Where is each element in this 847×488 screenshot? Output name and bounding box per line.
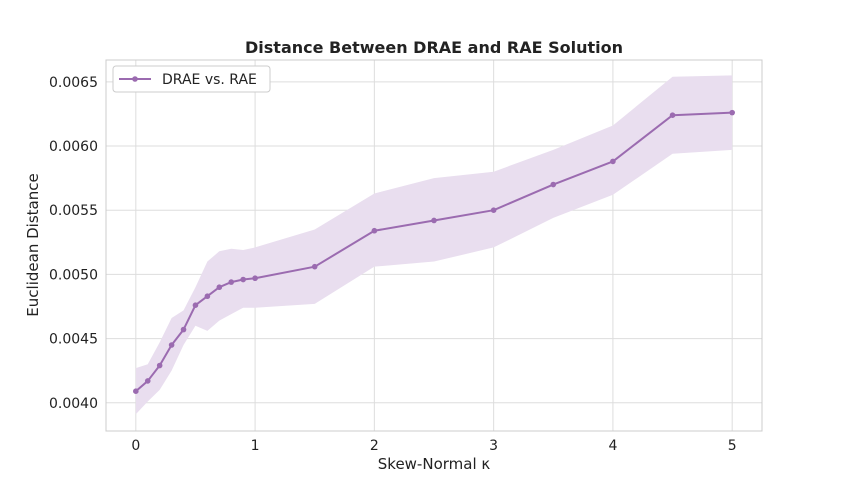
- data-point: [490, 207, 497, 213]
- y-axis-label: Euclidean Distance: [24, 173, 42, 316]
- data-point: [156, 362, 163, 369]
- x-tick-label: 0: [131, 438, 140, 454]
- data-point: [311, 263, 318, 270]
- chart-title: Distance Between DRAE and RAE Solution: [245, 38, 623, 57]
- y-tick-label: 0.0060: [49, 139, 98, 155]
- confidence-band: [135, 75, 733, 415]
- data-point: [729, 109, 735, 116]
- data-point: [252, 275, 258, 282]
- data-point: [168, 342, 175, 348]
- x-axis-label: Skew-Normal κ: [378, 455, 491, 473]
- x-tick-label: 4: [608, 438, 617, 454]
- x-tick-label: 3: [489, 438, 498, 454]
- y-tick-label: 0.0045: [49, 332, 98, 348]
- data-point: [144, 378, 151, 384]
- data-point: [192, 302, 199, 308]
- data-point: [216, 284, 223, 291]
- data-point: [228, 279, 235, 285]
- plot-frame: [105, 59, 763, 432]
- x-tick-label: 5: [728, 438, 737, 454]
- y-tick-label: 0.0050: [49, 267, 98, 283]
- y-tick-label: 0.0065: [49, 75, 98, 91]
- y-tick-label: 0.0040: [49, 396, 98, 412]
- data-point: [204, 293, 211, 300]
- confidence-band-group: [135, 75, 733, 415]
- data-point: [180, 326, 187, 333]
- y-tick-label: 0.0055: [49, 203, 98, 219]
- legend-box: [112, 65, 271, 93]
- x-tick-label: 1: [251, 438, 260, 454]
- y-axis-ticks: 0.0040 0.0045 0.0050 0.0055 0.0060 0.0065: [49, 75, 98, 412]
- data-point: [240, 276, 246, 283]
- legend-marker: [132, 76, 138, 82]
- data-point: [371, 227, 378, 234]
- data-point: [431, 217, 437, 224]
- data-point: [550, 181, 557, 188]
- x-tick-label: 2: [370, 438, 379, 454]
- legend-label: DRAE vs. RAE: [162, 72, 257, 88]
- x-axis-ticks: 0 1 2 3 4 5: [131, 438, 736, 454]
- data-point: [133, 388, 139, 395]
- series-group: [133, 109, 735, 395]
- data-point: [610, 158, 616, 165]
- legend: DRAE vs. RAE: [112, 65, 271, 93]
- data-point: [669, 112, 676, 119]
